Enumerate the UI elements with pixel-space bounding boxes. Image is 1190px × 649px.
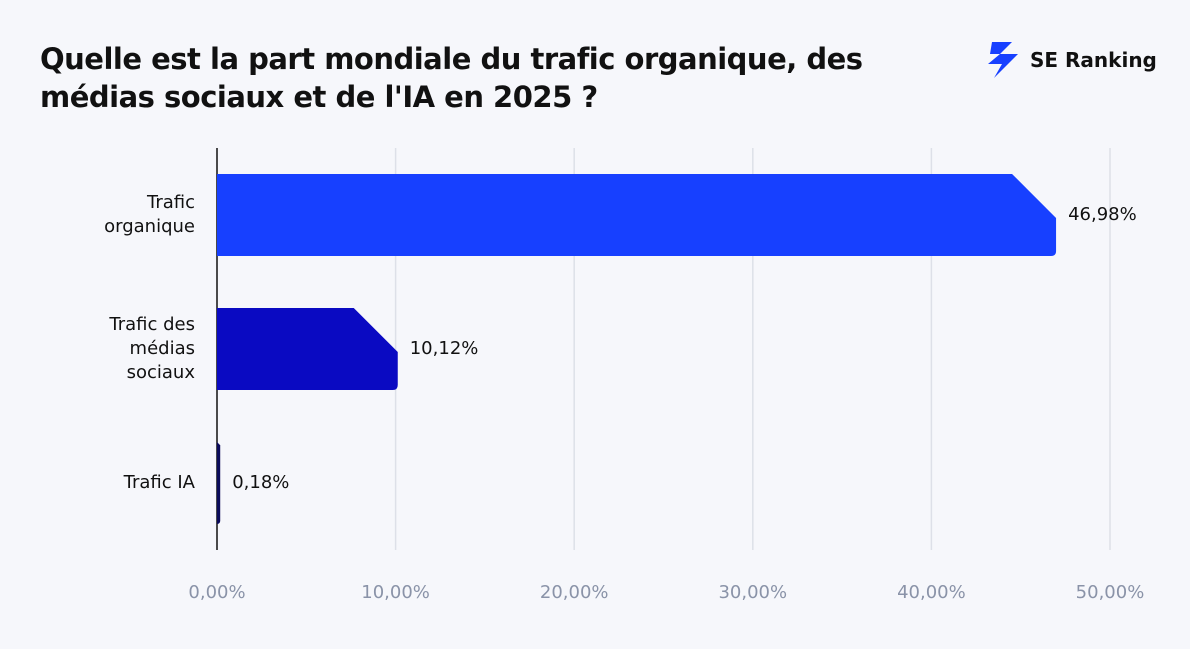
x-tick-label: 0,00%: [188, 582, 245, 603]
logo: SE Ranking: [986, 40, 1157, 80]
bar: [217, 174, 1057, 256]
brand: SE Ranking: [1030, 48, 1157, 72]
chart-title: Quelle est la part mondiale du trafic or…: [40, 42, 863, 114]
bar: [217, 308, 398, 390]
category-label: Trafic IA: [123, 472, 195, 493]
bar: [217, 442, 221, 524]
x-tick-label: 40,00%: [897, 582, 966, 603]
x-tick-label: 30,00%: [718, 582, 787, 603]
category-label: Trafic des médias sociaux: [109, 314, 195, 383]
x-tick-label: 50,00%: [1076, 582, 1145, 603]
x-tick-label: 20,00%: [540, 582, 609, 603]
value-label: 0,18%: [232, 472, 289, 493]
x-tick-label: 10,00%: [361, 582, 430, 603]
value-label: 46,98%: [1068, 204, 1137, 225]
category-label: Trafic organique: [104, 192, 195, 237]
logo-icon: [988, 42, 1018, 78]
value-label: 10,12%: [410, 338, 479, 359]
